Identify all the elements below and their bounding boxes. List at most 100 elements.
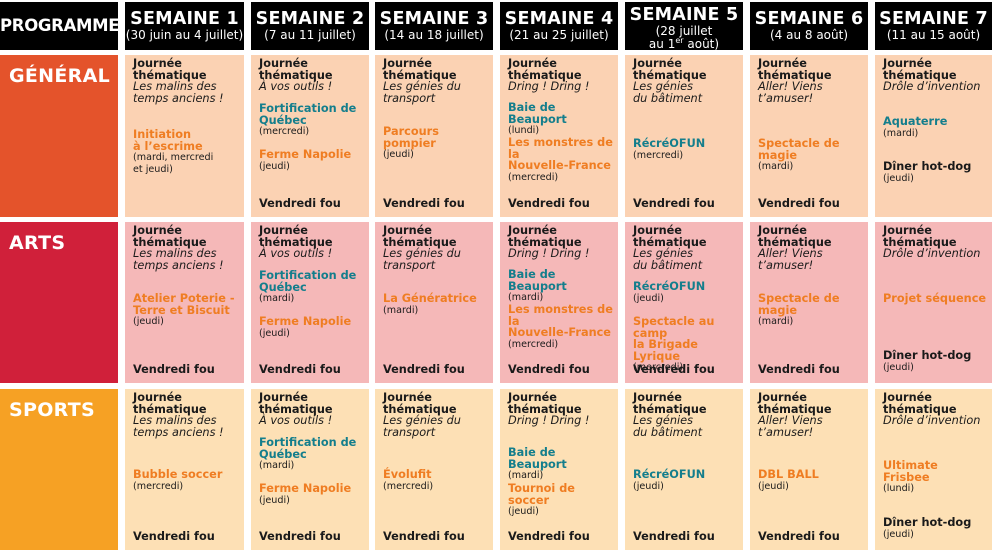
activity: Les monstres de la Nouvelle-France (mercre… [508,137,614,184]
activity: Dîner hot-dog (jeudi) [883,517,988,541]
activity-days: (mercredi) [383,480,434,492]
week-title: SEMAINE 5 [629,5,739,25]
activity-days: (jeudi) [633,292,664,304]
week-header-2: SEMAINE 2 (7 au 11 juillet) [251,2,369,50]
theme-name: Les génies [633,247,693,261]
cell-general-week-5: Journée thématique Les génies du bâtiment Ré… [625,55,743,217]
week-dates: (28 juillet au 1er août) [625,25,743,50]
activity-days: (jeudi) [259,160,290,172]
theme-day-label: Journée [383,57,432,70]
theme-day-label: Journée [508,57,557,70]
vendredi-fou: Vendredi fou [758,363,840,376]
theme-name: Drôle d’invention [883,80,981,94]
activity-days: (jeudi) [133,316,164,328]
activity-name: DBL BALL [758,468,819,481]
activity: Parcours pompier (jeudi) [383,126,489,161]
theme-day-label: Journée [383,224,432,237]
activity: Ferme Napolie (jeudi) [259,483,365,507]
theme-name: À vos outils ! [259,80,333,94]
activity-name: Baie de Beauport [508,101,567,126]
theme-day-label: thématique [633,235,707,249]
theme-day-label: Journée [259,391,308,404]
theme-day-label: Journée [259,224,308,237]
row-label-arts: ARTS [0,222,118,383]
activity: Tournoi de soccer (jeudi) [508,483,614,518]
activity-name: Québec [259,113,307,127]
cell-general-week-3: Journée thématique Les génies du transport P… [375,55,493,217]
activity: Spectacle de magie (mardi) [758,293,864,328]
activity-name: à l’escrime [133,139,203,153]
activity-days: (mardi) [883,127,919,139]
activity: Dîner hot-dog (jeudi) [883,350,988,374]
theme-day-label: Journée [883,57,932,70]
cell-arts-week-1: Journée thématique Les malins des temps anc… [125,222,244,383]
week-dates: (11 au 15 août) [886,28,981,42]
theme-name: Aller! Viens [758,247,823,261]
activity: Bubble soccer (mercredi) [133,469,240,493]
activity: Ferme Napolie (jeudi) [259,316,365,340]
theme-day-label: thématique [259,68,333,82]
week-header-3: SEMAINE 3 (14 au 18 juillet) [375,2,493,50]
activity-days: (lundi) [883,483,915,495]
activity-name: Québec [259,447,307,461]
activity-name: Nouvelle-France [508,326,611,340]
cell-sports-week-6: Journée thématique Aller! Viens t’amuser! DB… [750,389,868,550]
activity-name: Ferme Napolie [259,482,352,495]
theme-day-label: Journée [133,224,182,237]
vendredi-fou: Vendredi fou [508,363,590,376]
activity-name: Dîner hot-dog [883,349,972,362]
theme-name: du bâtiment [633,425,703,439]
week-dates-line-1: (28 juillet [655,24,713,38]
theme-name: Les malins des [133,414,217,428]
week-dates: (14 au 18 juillet) [384,28,484,42]
programmes-header: PROGRAMMES [0,2,131,50]
activity-days: (jeudi) [259,327,290,339]
activity-name: Spectacle de magie [758,137,840,162]
theme-name: temps anciens ! [133,425,224,439]
activity-name: Fortification de [259,102,357,115]
activity: DBL BALL (jeudi) [758,469,864,493]
vendredi-fou: Vendredi fou [383,530,465,543]
theme-name: t’amuser! [758,258,814,272]
activity-name: Ultimate Frisbee [883,459,938,484]
activity: Initiation à l’escrime (mardi, mercredi et … [133,129,240,176]
week-title: SEMAINE 2 [255,9,365,29]
activity: Dîner hot-dog (jeudi) [883,161,988,185]
theme-name: Aller! Viens [758,414,823,428]
activity-name: Ferme Napolie [259,315,352,328]
vendredi-fou: Vendredi fou [133,363,215,376]
activity-days: (mardi) [383,304,419,316]
activity: Ultimate Frisbee (lundi) [883,460,988,495]
activity: Les monstres de la Nouvelle-France (mercre… [508,304,614,351]
week-dates: (30 juin au 4 juillet) [125,28,244,42]
week-dates: (4 au 8 août) [769,28,849,42]
cell-sports-week-4: Journée thématique Dring ! Dring ! Baie de … [500,389,618,550]
theme-day-label: thématique [133,235,207,249]
theme-day-label: thématique [883,68,957,82]
week-dates: (21 au 25 juillet) [509,28,609,42]
week-title: SEMAINE 4 [504,9,614,29]
activity-name: Les monstres de la [508,303,613,328]
theme-name: Les génies du [383,80,461,94]
cell-sports-week-3: Journée thématique Les génies du transport É… [375,389,493,550]
week-title: SEMAINE 7 [879,9,988,29]
theme-day-label: Journée [133,57,182,70]
vendredi-fou: Vendredi fou [259,363,341,376]
activity-days: (mercredi) [259,126,310,138]
theme-name: du bâtiment [633,91,703,105]
week-title: SEMAINE 3 [379,9,489,29]
cell-general-week-1: Journée thématique Les malins des temps anc… [125,55,244,217]
activity-days: (jeudi) [883,528,914,540]
activity-name: RécréOFUN [633,280,706,293]
theme-name: transport [383,425,436,439]
vendredi-fou: Vendredi fou [133,530,215,543]
activity-days: et jeudi) [133,164,173,176]
activity-days: (jeudi) [883,361,914,373]
cell-sports-week-1: Journée thématique Les malins des temps anc… [125,389,244,550]
activity-name: Nouvelle-France [508,159,611,173]
activity-name: la Brigade Lyrique [633,338,698,363]
theme-name: Les génies du [383,247,461,261]
cell-sports-week-7: Journée thématique Drôle d’invention Ultima… [875,389,992,550]
activity-days: (mardi) [508,292,544,304]
theme-day-label: thématique [383,68,457,82]
